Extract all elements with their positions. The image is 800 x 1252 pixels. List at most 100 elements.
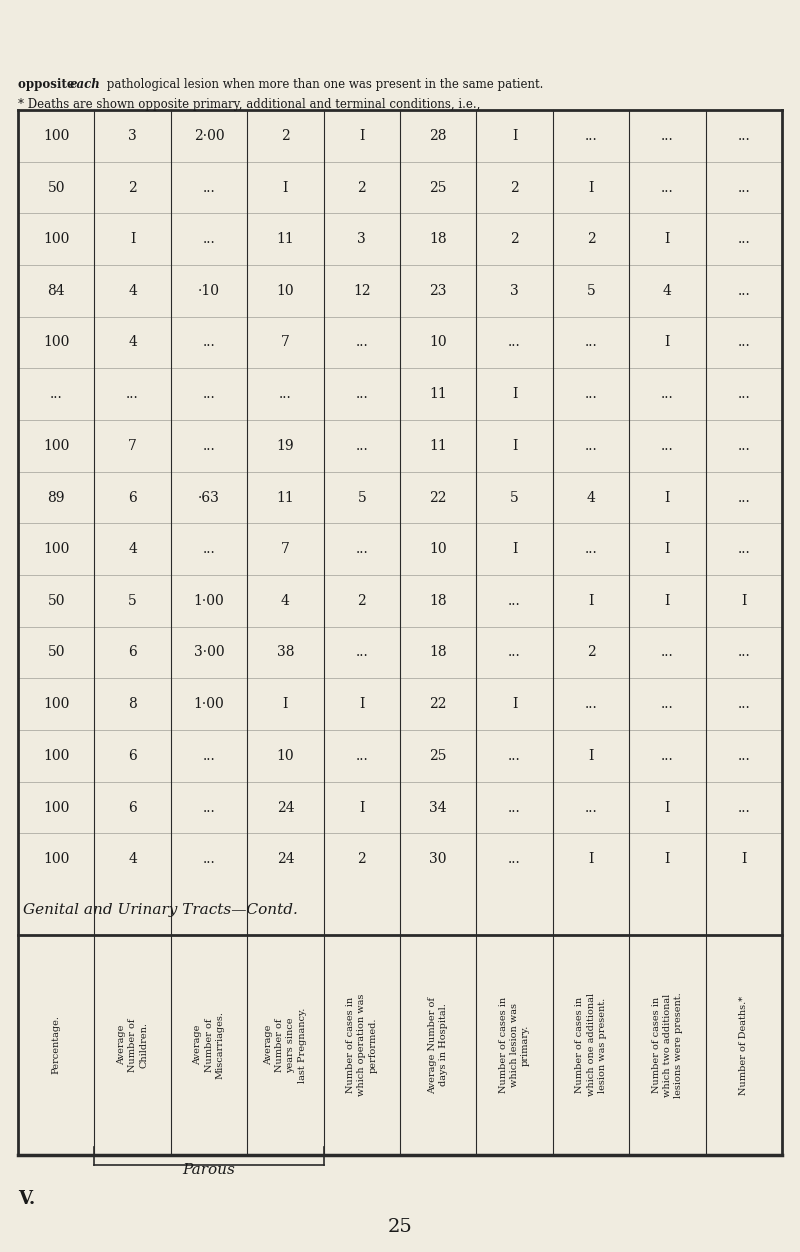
Text: 25: 25 [430, 749, 447, 762]
Text: 30: 30 [430, 853, 447, 866]
Text: 84: 84 [47, 284, 65, 298]
Text: I: I [588, 593, 594, 607]
Text: ...: ... [738, 646, 750, 660]
Text: 6: 6 [128, 800, 137, 815]
Text: ...: ... [355, 336, 368, 349]
Text: 2: 2 [358, 180, 366, 194]
Text: ...: ... [585, 697, 598, 711]
Text: 4: 4 [128, 284, 137, 298]
Text: I: I [665, 853, 670, 866]
Text: ...: ... [585, 129, 598, 143]
Text: 25: 25 [388, 1218, 412, 1236]
Text: ...: ... [661, 439, 674, 453]
Text: 18: 18 [430, 593, 447, 607]
Text: 2: 2 [358, 593, 366, 607]
Text: ...: ... [202, 749, 215, 762]
Text: ...: ... [738, 439, 750, 453]
Text: 2·00: 2·00 [194, 129, 224, 143]
Text: ...: ... [661, 749, 674, 762]
Text: 19: 19 [277, 439, 294, 453]
Text: ...: ... [661, 387, 674, 401]
Text: 100: 100 [43, 542, 70, 556]
Text: ...: ... [738, 129, 750, 143]
Text: 4: 4 [128, 542, 137, 556]
Text: ...: ... [508, 800, 521, 815]
Text: Parous: Parous [182, 1163, 235, 1177]
Text: ...: ... [508, 749, 521, 762]
Text: I: I [282, 697, 288, 711]
Text: ...: ... [661, 697, 674, 711]
Text: 50: 50 [47, 593, 65, 607]
Text: ...: ... [738, 232, 750, 247]
Text: ...: ... [738, 491, 750, 505]
Text: opposite: opposite [18, 78, 78, 91]
Text: ...: ... [585, 336, 598, 349]
Text: ...: ... [202, 232, 215, 247]
Text: ...: ... [585, 387, 598, 401]
Text: ...: ... [585, 800, 598, 815]
Text: ...: ... [738, 697, 750, 711]
Text: I: I [588, 853, 594, 866]
Text: ...: ... [661, 129, 674, 143]
Text: 5: 5 [128, 593, 137, 607]
Text: ...: ... [738, 800, 750, 815]
Text: 4: 4 [663, 284, 672, 298]
Text: 18: 18 [430, 232, 447, 247]
Text: I: I [359, 129, 365, 143]
Text: 2: 2 [586, 232, 595, 247]
Text: ...: ... [202, 180, 215, 194]
Text: 100: 100 [43, 697, 70, 711]
Text: I: I [665, 800, 670, 815]
Text: 4: 4 [281, 593, 290, 607]
Text: I: I [512, 697, 518, 711]
Text: ...: ... [355, 542, 368, 556]
Text: I: I [359, 800, 365, 815]
Text: I: I [512, 387, 518, 401]
Text: 5: 5 [510, 491, 519, 505]
Text: 3: 3 [358, 232, 366, 247]
Text: Number of Deaths.*: Number of Deaths.* [739, 995, 748, 1094]
Text: ...: ... [508, 853, 521, 866]
Text: Average
Number of
Miscarriages.: Average Number of Miscarriages. [194, 1012, 225, 1079]
Text: 11: 11 [430, 439, 447, 453]
Text: I: I [665, 491, 670, 505]
Text: Number of cases in
which operation was
performed.: Number of cases in which operation was p… [346, 994, 378, 1097]
Text: ...: ... [126, 387, 139, 401]
Text: V.: V. [18, 1189, 35, 1208]
Text: 11: 11 [277, 491, 294, 505]
Text: ...: ... [355, 387, 368, 401]
Text: I: I [282, 180, 288, 194]
Text: 2: 2 [510, 180, 519, 194]
Text: 1·00: 1·00 [194, 697, 224, 711]
Text: 10: 10 [430, 542, 447, 556]
Text: I: I [665, 232, 670, 247]
Text: 8: 8 [128, 697, 137, 711]
Text: 50: 50 [47, 646, 65, 660]
Text: ...: ... [50, 387, 62, 401]
Text: 3: 3 [128, 129, 137, 143]
Text: ...: ... [508, 646, 521, 660]
Text: ...: ... [738, 749, 750, 762]
Text: ...: ... [661, 646, 674, 660]
Text: 100: 100 [43, 853, 70, 866]
Text: 11: 11 [277, 232, 294, 247]
Text: ...: ... [738, 336, 750, 349]
Text: 1·00: 1·00 [194, 593, 224, 607]
Text: 7: 7 [281, 336, 290, 349]
Text: 2: 2 [128, 180, 137, 194]
Text: 100: 100 [43, 232, 70, 247]
Text: 3·00: 3·00 [194, 646, 224, 660]
Text: ...: ... [202, 853, 215, 866]
Text: ...: ... [585, 439, 598, 453]
Text: ...: ... [661, 180, 674, 194]
Text: ...: ... [738, 284, 750, 298]
Text: 100: 100 [43, 129, 70, 143]
Text: 5: 5 [586, 284, 595, 298]
Text: ...: ... [355, 439, 368, 453]
Text: Average
Number of
Children.: Average Number of Children. [117, 1018, 148, 1072]
Text: ...: ... [202, 439, 215, 453]
Text: Average Number of
days in Hospital.: Average Number of days in Hospital. [428, 997, 448, 1093]
Text: Genital and Urinary Tracts—Contd.: Genital and Urinary Tracts—Contd. [23, 903, 298, 916]
Text: I: I [588, 180, 594, 194]
Text: I: I [665, 336, 670, 349]
